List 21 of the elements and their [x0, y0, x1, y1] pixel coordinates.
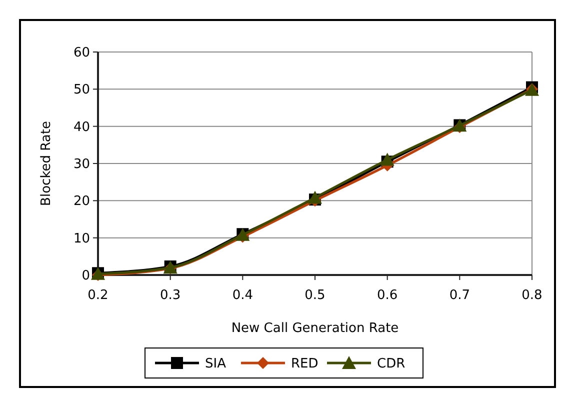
y-tick-label: 40: [73, 120, 90, 135]
x-tick-label: 0.6: [376, 288, 398, 303]
y-tick-label: 20: [73, 194, 90, 210]
point: [380, 152, 394, 166]
x-tick-label: 0.2: [88, 288, 108, 303]
x-tick-label: 0.3: [160, 288, 181, 303]
y-tick-label: 0: [82, 268, 90, 284]
legend-label: SIA: [205, 356, 226, 372]
y-tick-label: 10: [73, 231, 90, 246]
x-tick-label: 0.4: [232, 288, 254, 303]
y-tick-label: 60: [73, 46, 90, 61]
y-axis-title: Blocked Rate: [39, 121, 54, 206]
x-tick-label: 0.8: [522, 288, 542, 303]
legend-label: CDR: [377, 356, 406, 372]
legend-label: RED: [291, 356, 318, 372]
point: [308, 190, 322, 204]
x-tick-label: 0.7: [449, 288, 470, 303]
y-tick-label: 50: [73, 82, 90, 98]
x-tick-label: 0.5: [304, 288, 326, 303]
y-tick-label: 30: [73, 157, 90, 172]
x-axis-title: New Call Generation Rate: [231, 321, 399, 336]
